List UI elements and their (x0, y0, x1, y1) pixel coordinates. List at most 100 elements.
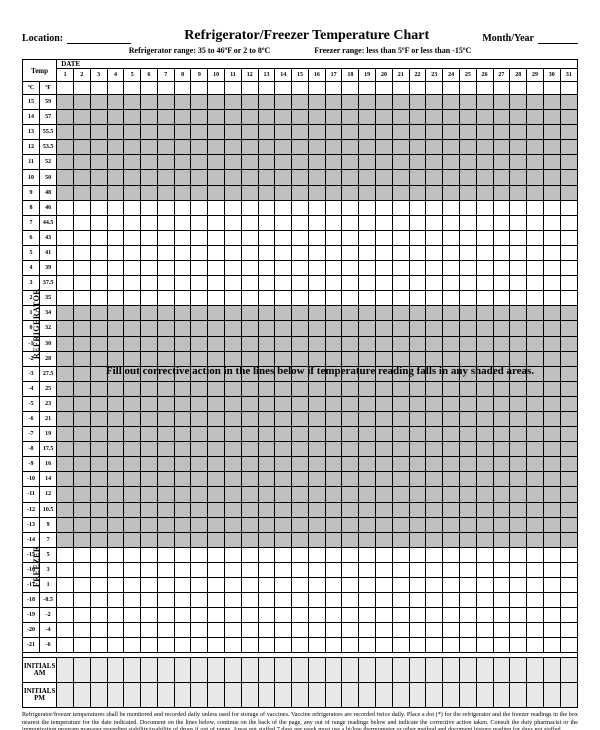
log-cell[interactable] (292, 291, 309, 306)
log-cell[interactable] (409, 487, 426, 502)
log-cell[interactable] (459, 457, 476, 472)
log-cell[interactable] (124, 185, 141, 200)
log-cell[interactable] (292, 608, 309, 623)
log-cell[interactable] (225, 517, 242, 532)
log-cell[interactable] (191, 306, 208, 321)
log-cell[interactable] (241, 125, 258, 140)
log-cell[interactable] (275, 125, 292, 140)
log-cell[interactable] (292, 170, 309, 185)
log-cell[interactable] (90, 381, 107, 396)
log-cell[interactable] (476, 321, 493, 336)
log-cell[interactable] (308, 593, 325, 608)
initials-cell[interactable] (527, 683, 544, 708)
log-cell[interactable] (359, 427, 376, 442)
log-cell[interactable] (208, 261, 225, 276)
log-cell[interactable] (510, 442, 527, 457)
log-cell[interactable] (560, 593, 577, 608)
log-cell[interactable] (325, 623, 342, 638)
log-cell[interactable] (141, 578, 158, 593)
log-cell[interactable] (459, 155, 476, 170)
log-cell[interactable] (275, 427, 292, 442)
log-cell[interactable] (141, 472, 158, 487)
log-cell[interactable] (493, 351, 510, 366)
log-cell[interactable] (208, 185, 225, 200)
log-cell[interactable] (308, 487, 325, 502)
log-cell[interactable] (157, 125, 174, 140)
log-cell[interactable] (325, 200, 342, 215)
log-cell[interactable] (124, 321, 141, 336)
log-cell[interactable] (459, 623, 476, 638)
log-cell[interactable] (459, 110, 476, 125)
log-cell[interactable] (325, 562, 342, 577)
log-cell[interactable] (157, 578, 174, 593)
log-cell[interactable] (124, 215, 141, 230)
log-cell[interactable] (308, 547, 325, 562)
log-cell[interactable] (342, 291, 359, 306)
log-cell[interactable] (560, 276, 577, 291)
log-cell[interactable] (443, 381, 460, 396)
log-cell[interactable] (258, 140, 275, 155)
log-cell[interactable] (57, 125, 74, 140)
log-cell[interactable] (476, 306, 493, 321)
log-cell[interactable] (174, 487, 191, 502)
log-cell[interactable] (459, 411, 476, 426)
log-cell[interactable] (459, 306, 476, 321)
log-cell[interactable] (275, 487, 292, 502)
log-cell[interactable] (141, 502, 158, 517)
log-cell[interactable] (107, 578, 124, 593)
log-cell[interactable] (510, 261, 527, 276)
log-cell[interactable] (141, 608, 158, 623)
log-cell[interactable] (241, 442, 258, 457)
log-cell[interactable] (342, 578, 359, 593)
log-cell[interactable] (191, 442, 208, 457)
log-cell[interactable] (191, 291, 208, 306)
log-cell[interactable] (409, 125, 426, 140)
log-cell[interactable] (543, 517, 560, 532)
log-cell[interactable] (191, 562, 208, 577)
log-cell[interactable] (225, 366, 242, 381)
log-cell[interactable] (426, 608, 443, 623)
log-cell[interactable] (174, 276, 191, 291)
log-cell[interactable] (376, 608, 393, 623)
log-cell[interactable] (107, 321, 124, 336)
log-cell[interactable] (124, 396, 141, 411)
log-cell[interactable] (459, 215, 476, 230)
log-cell[interactable] (57, 457, 74, 472)
log-cell[interactable] (392, 215, 409, 230)
log-cell[interactable] (392, 578, 409, 593)
log-cell[interactable] (275, 215, 292, 230)
log-cell[interactable] (208, 638, 225, 653)
log-cell[interactable] (459, 427, 476, 442)
initials-cell[interactable] (292, 683, 309, 708)
log-cell[interactable] (208, 396, 225, 411)
initials-cell[interactable] (409, 683, 426, 708)
log-cell[interactable] (392, 608, 409, 623)
log-cell[interactable] (174, 200, 191, 215)
log-cell[interactable] (359, 593, 376, 608)
log-cell[interactable] (191, 110, 208, 125)
log-cell[interactable] (241, 215, 258, 230)
initials-cell[interactable] (459, 658, 476, 683)
log-cell[interactable] (392, 276, 409, 291)
log-cell[interactable] (527, 608, 544, 623)
log-cell[interactable] (174, 638, 191, 653)
log-cell[interactable] (476, 381, 493, 396)
log-cell[interactable] (409, 547, 426, 562)
log-cell[interactable] (543, 608, 560, 623)
log-cell[interactable] (476, 366, 493, 381)
initials-cell[interactable] (107, 683, 124, 708)
log-cell[interactable] (325, 593, 342, 608)
log-cell[interactable] (124, 593, 141, 608)
log-cell[interactable] (543, 245, 560, 260)
log-cell[interactable] (157, 321, 174, 336)
log-cell[interactable] (292, 547, 309, 562)
log-cell[interactable] (90, 532, 107, 547)
log-cell[interactable] (493, 185, 510, 200)
log-cell[interactable] (443, 427, 460, 442)
log-cell[interactable] (73, 155, 90, 170)
log-cell[interactable] (426, 457, 443, 472)
log-cell[interactable] (174, 336, 191, 351)
log-cell[interactable] (191, 200, 208, 215)
log-cell[interactable] (57, 547, 74, 562)
log-cell[interactable] (376, 472, 393, 487)
